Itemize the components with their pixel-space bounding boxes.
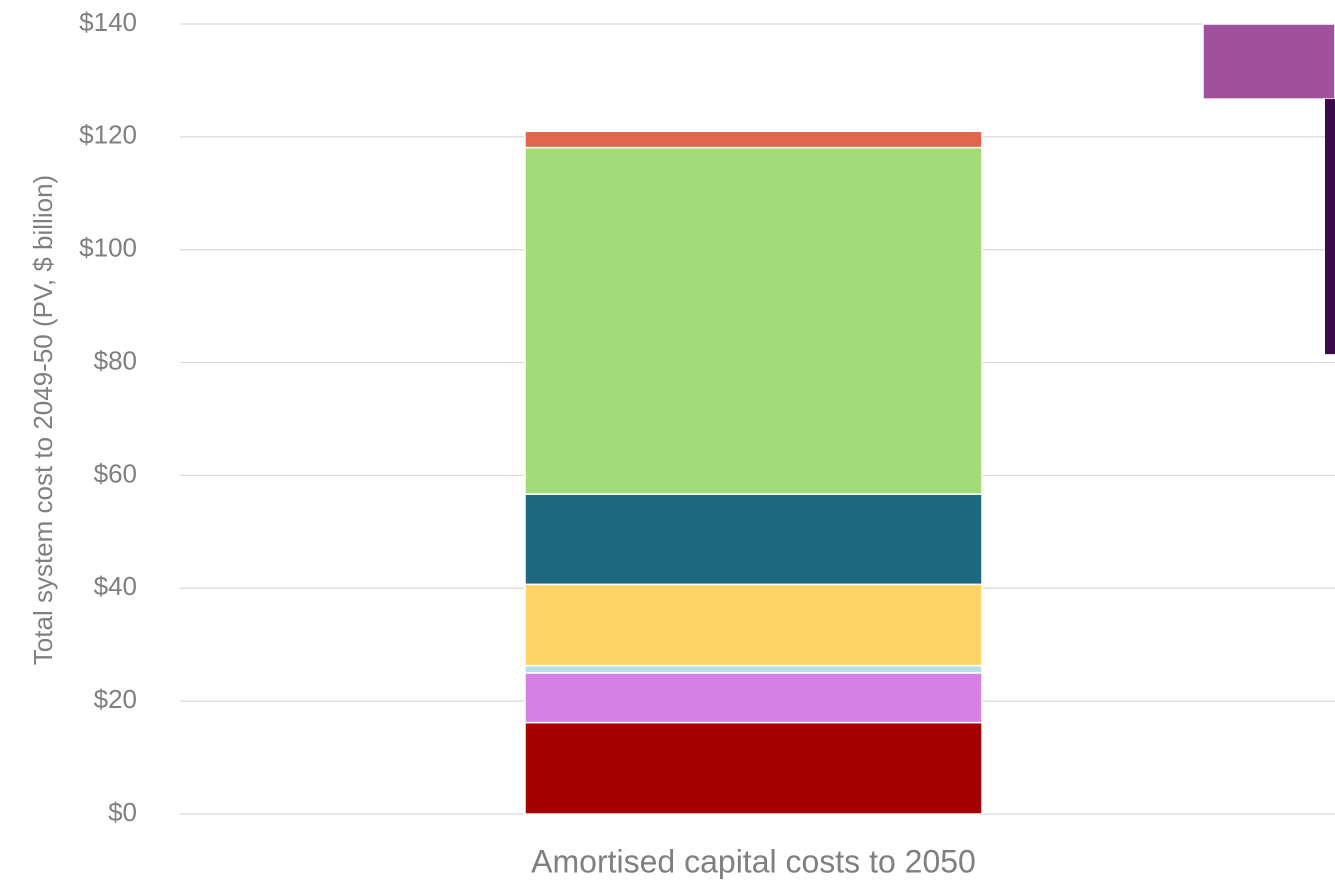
x-axis-category-labels: Amortised capital costs to 2050 <box>531 843 976 879</box>
partial-bar-segment-upper <box>1202 23 1335 100</box>
bar-segment-2 <box>524 672 983 724</box>
y-axis-title: Total system cost to 2049-50 (PV, $ bill… <box>28 175 58 665</box>
y-axis-tick-labels: $0 $20 $40 $60 $80 $100 $120 $140 <box>79 7 137 827</box>
y-tick-label: $60 <box>94 458 137 488</box>
bar-segment-5 <box>524 493 983 586</box>
partial-bar-segment-lower <box>1325 99 1335 355</box>
y-tick-label: $120 <box>79 120 137 150</box>
y-tick-label: $80 <box>94 345 137 375</box>
x-category-label: Amortised capital costs to 2050 <box>531 843 976 879</box>
bar-segment-1 <box>524 721 983 815</box>
bar-segment-7 <box>524 130 983 149</box>
y-tick-label: $0 <box>108 797 137 827</box>
y-tick-label: $100 <box>79 233 137 263</box>
bar-segment-4 <box>524 583 983 667</box>
y-tick-label: $140 <box>79 7 137 37</box>
y-tick-label: $40 <box>94 571 137 601</box>
y-tick-label: $20 <box>94 684 137 714</box>
bar-segment-3 <box>524 664 983 674</box>
bar-segment-6 <box>524 146 983 495</box>
bar-segments <box>524 130 983 815</box>
partial-next-bar <box>1202 23 1335 355</box>
